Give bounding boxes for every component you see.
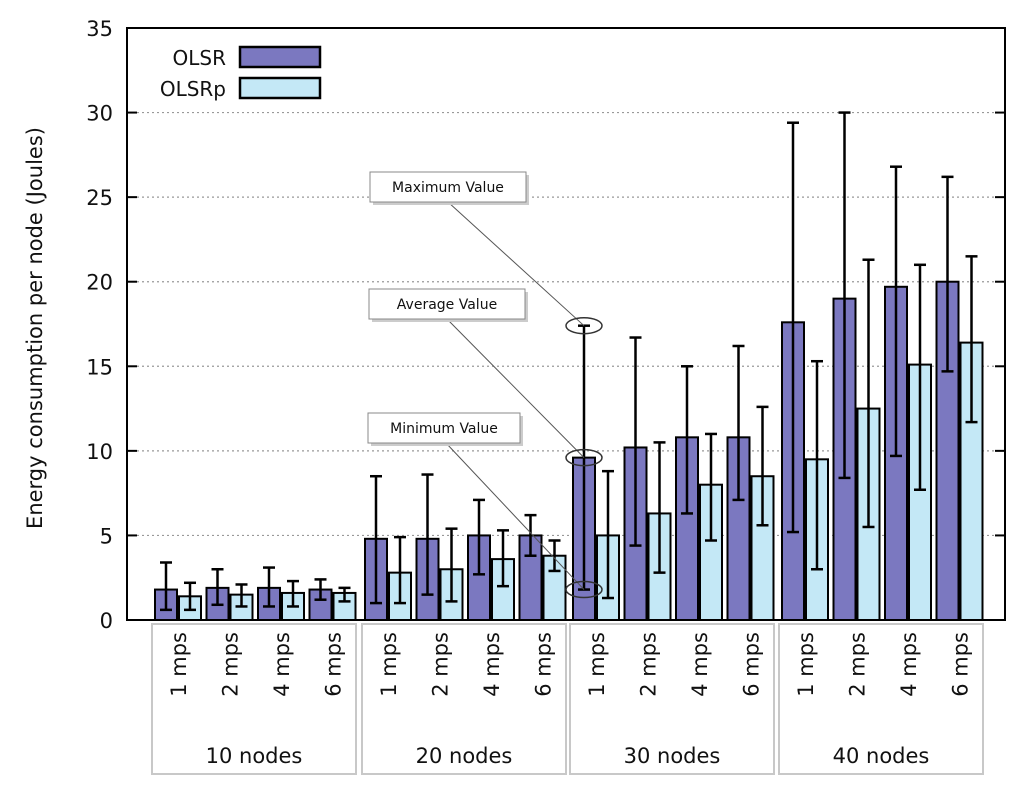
x-tick-label: 2 mps bbox=[637, 632, 661, 697]
y-tick-label: 20 bbox=[86, 271, 113, 295]
y-tick-label: 0 bbox=[100, 609, 113, 633]
x-tick-label: 1 mps bbox=[167, 632, 191, 697]
callout-box bbox=[369, 171, 527, 203]
y-tick-label: 30 bbox=[86, 102, 113, 126]
callout-box bbox=[368, 288, 526, 320]
y-axis-title: Energy consumption per node (Joules) bbox=[23, 127, 47, 529]
callout-leader bbox=[445, 442, 585, 590]
y-axis: 0 5 10 15 20 25 30 35 bbox=[86, 17, 1005, 633]
group-label: 20 nodes bbox=[416, 744, 513, 768]
y-tick-label: 35 bbox=[86, 17, 113, 41]
group-box bbox=[361, 623, 567, 775]
x-tick-label: 2 mps bbox=[429, 632, 453, 697]
x-tick-label: 6 mps bbox=[949, 632, 973, 697]
x-tick-label: 6 mps bbox=[532, 632, 556, 697]
x-tick-label: 2 mps bbox=[219, 632, 243, 697]
callout-box bbox=[367, 412, 521, 444]
legend: OLSR OLSRp bbox=[160, 45, 322, 101]
legend-label: OLSR bbox=[173, 46, 227, 70]
x-tick-label: 2 mps bbox=[846, 632, 870, 697]
group-label: 30 nodes bbox=[624, 744, 721, 768]
x-tick-label: 6 mps bbox=[740, 632, 764, 697]
x-tick-label: 4 mps bbox=[480, 632, 504, 697]
x-axis: 10 nodes 1 mps 2 mps 4 mps 6 mps 20 nodes 1 mp… bbox=[151, 623, 984, 775]
y-tick-label: 25 bbox=[86, 186, 113, 210]
callout-leader bbox=[447, 201, 585, 327]
plot-frame bbox=[126, 27, 1006, 621]
legend-label: OLSRp bbox=[160, 77, 226, 101]
group-label: 40 nodes bbox=[833, 744, 930, 768]
x-tick-label: 1 mps bbox=[585, 632, 609, 697]
x-tick-label: 4 mps bbox=[270, 632, 294, 697]
callout-label: Maximum Value bbox=[392, 180, 504, 196]
group-box bbox=[151, 623, 357, 775]
callouts: Maximum Value Average Value Minimum Value bbox=[367, 171, 603, 599]
y-tick-label: 15 bbox=[86, 355, 113, 379]
x-tick-label: 4 mps bbox=[897, 632, 921, 697]
x-tick-label: 1 mps bbox=[794, 632, 818, 697]
x-tick-label: 6 mps bbox=[322, 632, 346, 697]
group-label: 10 nodes bbox=[206, 744, 303, 768]
callout-marker bbox=[565, 580, 603, 599]
legend-swatch bbox=[238, 45, 322, 69]
callout-marker bbox=[565, 316, 603, 335]
x-tick-label: 4 mps bbox=[688, 632, 712, 697]
callout-label: Average Value bbox=[397, 297, 497, 313]
legend-swatch bbox=[238, 76, 322, 100]
y-tick-label: 5 bbox=[100, 524, 113, 548]
callout-label: Minimum Value bbox=[390, 421, 498, 437]
callout-leader bbox=[446, 318, 585, 458]
x-tick-label: 1 mps bbox=[377, 632, 401, 697]
group-box bbox=[569, 623, 775, 775]
y-tick-label: 10 bbox=[86, 440, 113, 464]
callout-marker bbox=[565, 448, 603, 467]
group-box bbox=[778, 623, 984, 775]
